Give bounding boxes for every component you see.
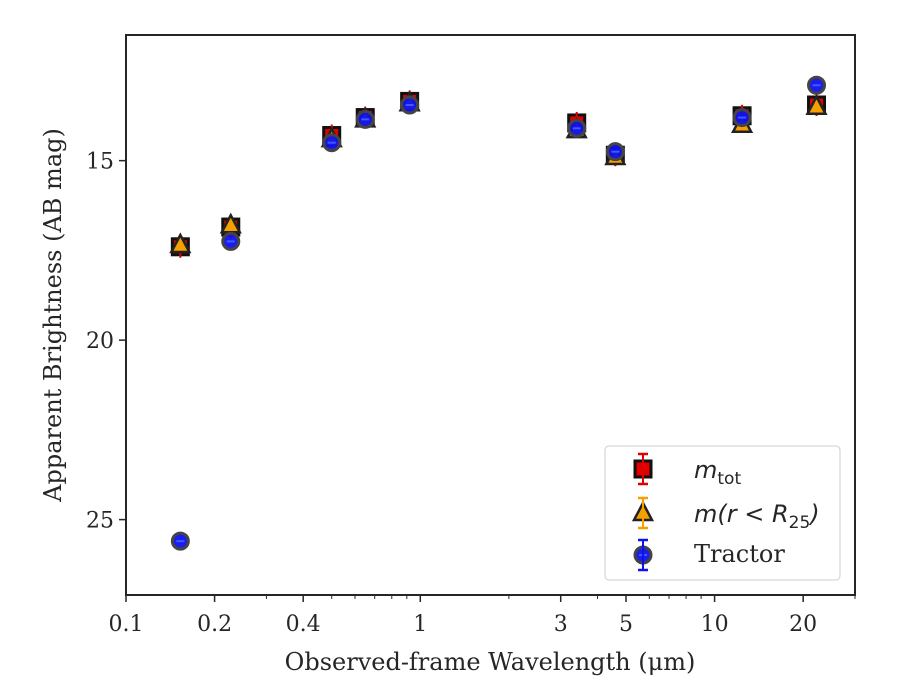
x-axis: 0.1 0.2 0.4 1 3 5 10 20 [109,595,856,637]
x-tick-label: 0.1 [109,612,144,637]
x-tick-label: 0.2 [197,612,232,637]
data-point-circle [400,95,420,115]
legend-marker-circle [633,538,653,572]
y-axis-label: Apparent Brightness (AB mag) [39,128,67,503]
data-point-circle [355,109,375,129]
x-tick-label: 10 [701,612,729,637]
legend-label-tractor: Tractor [694,540,785,568]
legend: mtot m(r < R25) Tractor [604,445,841,581]
legend-label-mtot: mtot [694,456,741,489]
y-tick-label: 25 [86,509,114,534]
y-tick-label: 15 [86,150,114,175]
data-point-circle [807,75,827,95]
data-point-circle [567,118,587,138]
legend-marker-triangle [631,496,655,530]
data-point-circle [170,531,190,551]
x-tick-label: 1 [413,612,427,637]
series-circle [170,75,827,551]
x-axis-label: Observed-frame Wavelength (μm) [285,648,696,676]
data-point-circle [605,142,625,162]
legend-label-m-r25: m(r < R25) [694,500,820,533]
legend-marker-square [633,452,653,486]
legend-box [604,445,841,581]
data-point-triangle [805,94,828,116]
x-tick-label: 20 [789,612,817,637]
data-point-circle [732,108,752,128]
y-axis: 15 20 25 [86,150,126,534]
x-tick-label: 3 [554,612,568,637]
x-tick-label: 0.4 [286,612,321,637]
axes-frame [125,34,856,596]
data-point-triangle [169,232,192,254]
data-points [169,75,828,551]
data-point-circle [322,133,342,153]
y-tick-label: 20 [86,329,114,354]
x-tick-label: 5 [619,612,633,637]
axes-border [125,34,856,596]
data-point-circle [221,231,241,251]
